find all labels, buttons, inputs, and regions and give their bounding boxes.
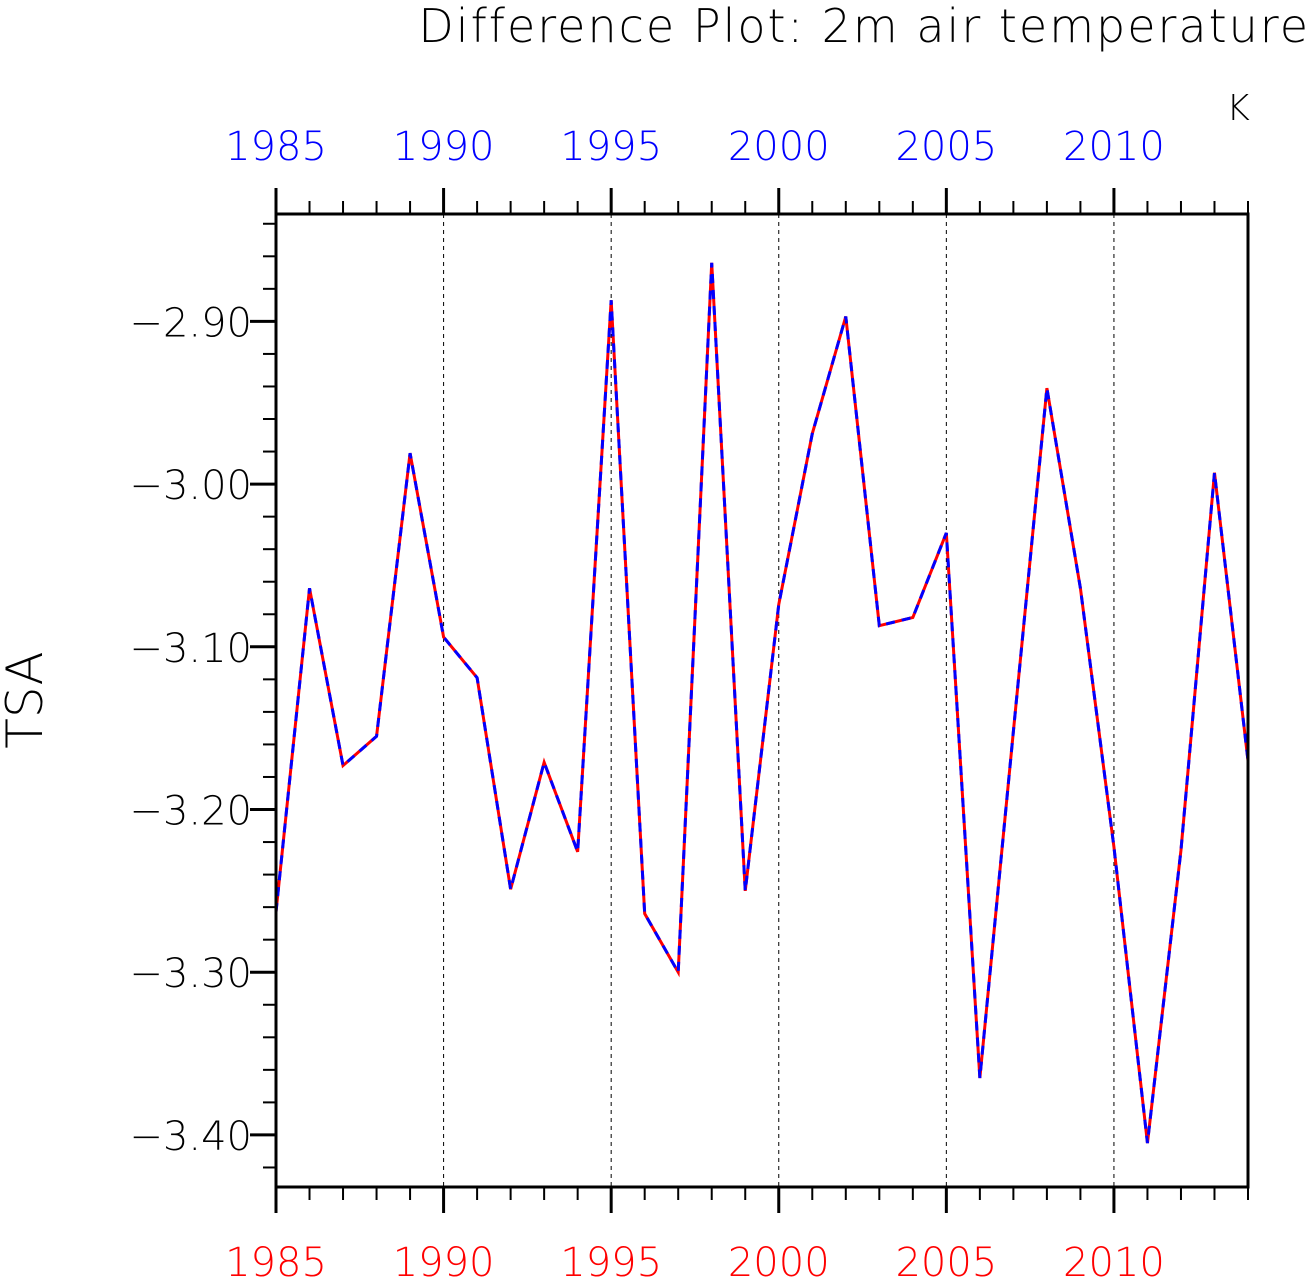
- x-tick-label-bottom: 1995: [560, 1240, 662, 1277]
- grid-lines: [443, 214, 1115, 1187]
- x-tick-label-top: 1985: [225, 124, 327, 170]
- x-tick-label-bottom: 1990: [393, 1240, 495, 1277]
- y-tick-label: −2.90: [129, 300, 252, 346]
- x-tick-label-top: 1995: [560, 124, 662, 170]
- series-lines: [274, 262, 1250, 1144]
- x-tick-label-top: 2010: [1063, 124, 1165, 170]
- x-tick-label-top: 2005: [895, 124, 997, 170]
- x-tick-label-bottom: 2000: [728, 1240, 830, 1277]
- x-tick-label-bottom: 2005: [895, 1240, 997, 1277]
- x-tick-label-bottom: 1985: [225, 1240, 327, 1277]
- y-tick-label: −3.00: [129, 463, 252, 509]
- y-tick-labels: −2.90 −3.00 −3.10 −3.20 −3.30 −3.40: [129, 300, 252, 1160]
- y-tick-label: −3.40: [129, 1114, 252, 1160]
- x-tick-labels-top: 1985 1990 1995 2000 2005 2010: [225, 124, 1165, 170]
- major-ticks: [250, 188, 1116, 1213]
- series-line-blue-dashed: [274, 262, 1250, 1144]
- series-line-red: [274, 262, 1250, 1144]
- chart-title: Difference Plot: 2m air temperature: [418, 0, 1308, 53]
- units-label: K: [1226, 88, 1250, 129]
- y-tick-label: −3.20: [129, 789, 252, 835]
- plot-frame: [274, 212, 1250, 1189]
- y-tick-label: −3.10: [129, 626, 252, 672]
- x-tick-label-top: 1990: [393, 124, 495, 170]
- x-tick-labels-bottom: 1985 1990 1995 2000 2005 2010: [225, 1240, 1165, 1277]
- x-tick-label-top: 2000: [728, 124, 830, 170]
- minor-ticks: [263, 201, 1249, 1200]
- y-tick-label: −3.30: [129, 951, 252, 997]
- y-axis-label: TSA: [0, 651, 54, 748]
- x-tick-label-bottom: 2010: [1063, 1240, 1165, 1277]
